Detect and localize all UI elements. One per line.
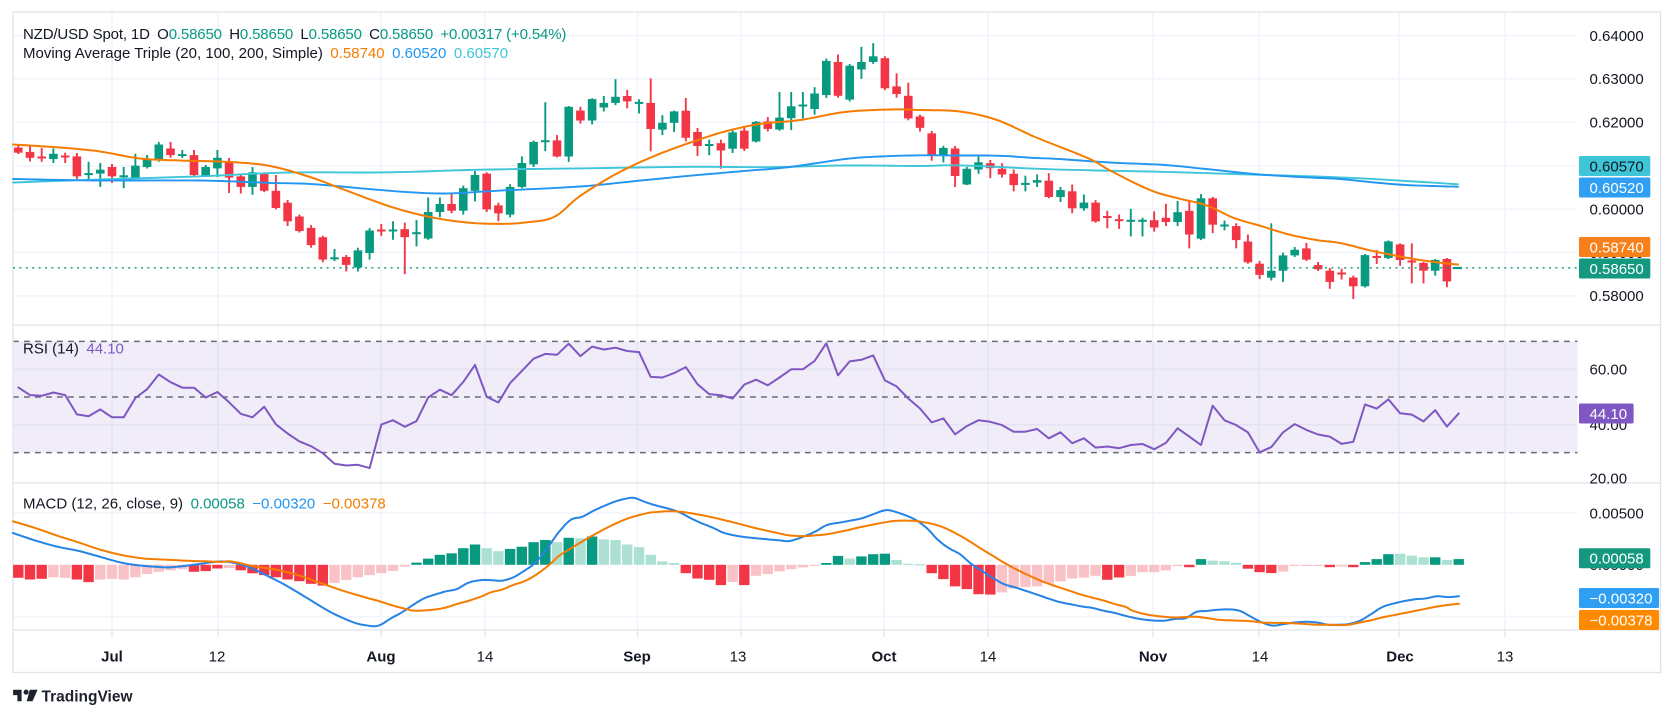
svg-text:Jul: Jul: [101, 649, 123, 666]
svg-text:0.00058: 0.00058: [1590, 551, 1644, 568]
svg-text:13: 13: [730, 649, 747, 666]
svg-text:Dec: Dec: [1386, 649, 1414, 666]
svg-text:Aug: Aug: [366, 649, 395, 666]
svg-text:Oct: Oct: [871, 649, 896, 666]
svg-text:0.64000: 0.64000: [1590, 28, 1644, 45]
svg-text:0.60000: 0.60000: [1590, 201, 1644, 218]
svg-text:0.00500: 0.00500: [1590, 505, 1644, 522]
svg-text:Sep: Sep: [623, 649, 651, 666]
svg-text:Moving Average Triple (20, 100: Moving Average Triple (20, 100, 200, Sim…: [23, 45, 508, 62]
svg-text:0.58650: 0.58650: [1590, 261, 1644, 278]
svg-text:12: 12: [209, 649, 226, 666]
svg-text:20.00: 20.00: [1590, 470, 1628, 487]
svg-text:0.60520: 0.60520: [1590, 180, 1644, 197]
svg-text:0.62000: 0.62000: [1590, 115, 1644, 132]
svg-text:14: 14: [1252, 649, 1269, 666]
svg-text:44.10: 44.10: [1590, 406, 1628, 423]
svg-text:Nov: Nov: [1139, 649, 1168, 666]
svg-text:RSI (14) 44.10: RSI (14) 44.10: [23, 341, 124, 358]
svg-text:0.60570: 0.60570: [1590, 158, 1644, 175]
svg-text:MACD (12, 26, close, 9) 0.0005: MACD (12, 26, close, 9) 0.00058 −0.00320…: [23, 496, 386, 513]
svg-text:14: 14: [980, 649, 997, 666]
svg-text:14: 14: [477, 649, 494, 666]
svg-text:13: 13: [1497, 649, 1514, 666]
svg-text:0.63000: 0.63000: [1590, 71, 1644, 88]
svg-text:−0.00378: −0.00378: [1590, 612, 1653, 629]
svg-text:NZD/USD Spot, 1D O0.58650 H0.5: NZD/USD Spot, 1D O0.58650 H0.58650 L0.58…: [23, 26, 566, 43]
svg-text:0.58740: 0.58740: [1590, 239, 1644, 256]
svg-text:60.00: 60.00: [1590, 362, 1628, 379]
svg-text:TradingView: TradingView: [42, 689, 134, 706]
svg-text:0.58000: 0.58000: [1590, 288, 1644, 305]
svg-text:−0.00320: −0.00320: [1590, 590, 1653, 607]
